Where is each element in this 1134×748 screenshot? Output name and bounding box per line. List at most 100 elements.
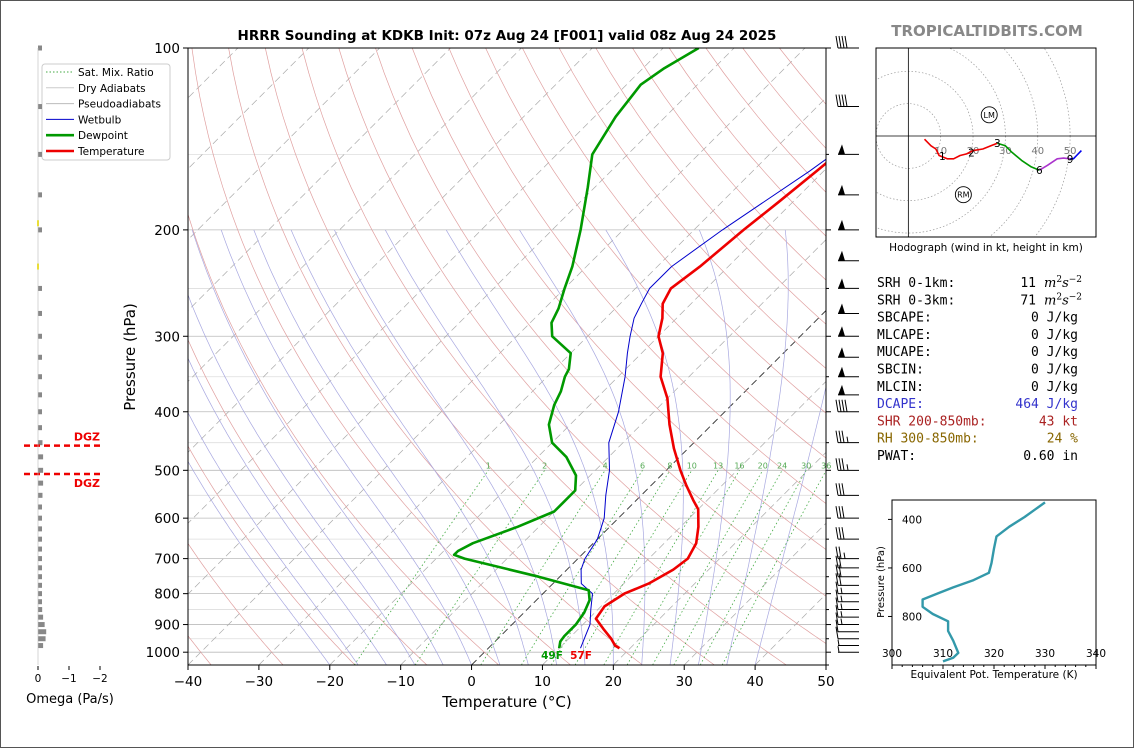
omega-bar [38,582,42,588]
storm-motion-marker [954,186,972,204]
barb-full [838,527,842,540]
barb-full [841,430,845,443]
barb-half [840,603,843,610]
barb-full [835,605,839,618]
legend-label: Wetbulb [78,114,122,126]
index-label: MLCIN: [877,380,924,395]
index-label: MUCAPE: [877,345,932,360]
wind-barb [838,219,859,231]
hodograph-trace: 1 2 3 6 9 LM RM [923,106,1082,204]
legend-label: Temperature [77,146,145,158]
barb-pennant [838,278,845,289]
surface-temperature-label: 57F [570,650,592,662]
skewt-xlabel: Temperature (°C) [441,693,571,711]
skewt-ylabel: Pressure (hPa) [121,303,139,411]
dry-adiabat-line [188,338,428,665]
theta-e-frame [891,499,1097,666]
barb-pennant [838,250,845,261]
omega-bar [38,192,42,198]
omega-bar [38,310,42,316]
theta-e-y-tick-label: 600 [902,563,922,575]
barb-full [844,399,848,412]
barb-full [835,483,839,496]
omega-bar [38,425,42,431]
barb-full [835,35,839,49]
dry-adiabat-line [779,48,826,105]
index-value: 0 J/kg [1031,363,1078,378]
storm-motion-label: RM [957,191,970,200]
barb-half [840,611,843,618]
theta-e-y-tick-label: 800 [902,611,922,623]
moist-adiabat-line [220,229,472,665]
barb-pennant [838,184,845,195]
index-value: 24 % [1047,432,1078,447]
barb-pennant [838,366,845,377]
isotherm-line [188,48,735,595]
omega-bar [38,591,42,597]
moist-adiabat-line [188,411,359,665]
wind-barb [835,94,859,108]
x-tick-label: −10 [386,674,415,690]
index-label: SBCIN: [877,363,924,378]
hodograph-segment [997,142,1040,171]
wind-barb [838,326,859,337]
theta-e-ylabel: Pressure (hPa) [876,546,887,618]
moist-adiabat-line [519,229,646,665]
y-tick-label: 800 [154,587,180,603]
index-unit: m2s−2 [1044,292,1082,308]
omega-bar [38,227,42,233]
wind-barb [838,366,859,378]
dry-adiabat-line [338,48,826,645]
mixing-ratio-line [574,470,693,665]
barb-full [841,94,845,107]
omega-bar [38,556,42,562]
mixing-ratio-line [414,470,546,665]
wind-barb [835,573,859,586]
omega-bar [38,104,42,110]
barb-full [835,573,839,586]
barb-full [844,94,848,107]
hodograph-frame [875,47,1097,238]
omega-bar [38,614,44,620]
dry-adiabat-line [595,48,826,325]
moist-adiabat-line [188,293,416,665]
omega-bar [38,492,43,498]
index-label: SHR 200-850mb: [877,414,987,429]
x-tick-label: 40 [747,674,764,690]
isotherm-line [188,48,806,665]
wetbulb-profile-line [580,158,826,649]
moist-adiabat-line [290,229,529,665]
surface-dewpoint-label: 49F [541,650,563,662]
omega-bar [38,607,43,613]
hodograph-height-label: 2 [968,147,975,159]
wind-barb [838,278,859,289]
barb-full [841,506,845,519]
omega-tick-label: −2 [92,673,107,685]
isotherm-line [542,380,826,665]
barb-full [835,555,839,568]
mixing-ratio-label: 4 [603,461,608,470]
theta-e-x-tick-label: 310 [933,648,953,660]
isotherm-line [400,239,826,665]
theta-e-x-tick-label: 300 [882,648,902,660]
wind-barb [835,626,859,640]
wind-barb [838,250,859,262]
hodograph-segment [1070,150,1082,160]
moist-adiabat-line [253,229,501,665]
hodograph-segment [1038,157,1071,171]
barb-full [835,546,839,559]
mixing-ratio-label: 1 [486,461,491,470]
omega-tick-label: −1 [61,673,76,685]
wind-barb [835,555,859,569]
omega-panel: DGZ DGZ 0 −1 −2 [24,45,108,685]
isotherm-line [613,451,826,665]
barb-full [838,94,842,107]
wind-barb [835,605,859,618]
dewpoint-profile-line [452,48,700,649]
omega-bar [38,536,42,542]
index-value: 0 J/kg [1031,311,1078,326]
moist-adiabat-line [445,229,614,665]
wind-barb [838,303,859,314]
hodograph-caption: Hodograph (wind in kt, height in km) [889,242,1083,254]
